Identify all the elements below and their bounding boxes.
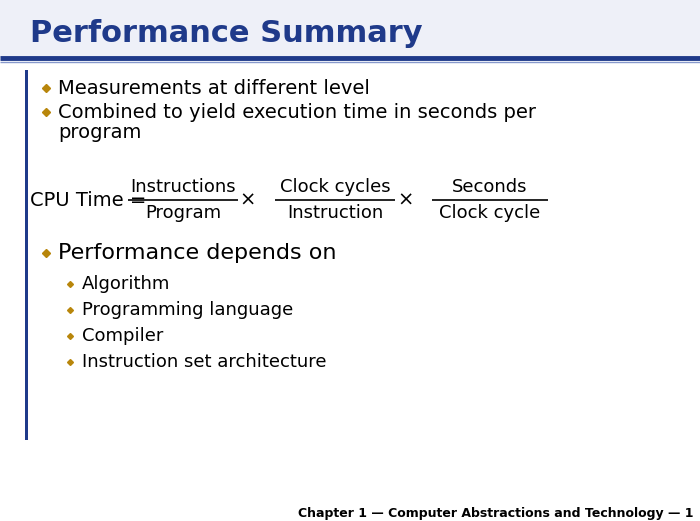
Text: Compiler: Compiler [82, 327, 163, 345]
Text: Performance depends on: Performance depends on [58, 243, 337, 263]
Text: Clock cycles: Clock cycles [280, 178, 391, 196]
Text: Programming language: Programming language [82, 301, 293, 319]
Text: Algorithm: Algorithm [82, 275, 170, 293]
Text: Clock cycle: Clock cycle [440, 204, 540, 222]
Bar [25, 70, 28, 440]
Text: CPU Time =: CPU Time = [30, 191, 153, 209]
Text: Performance Summary: Performance Summary [30, 19, 423, 47]
Text: ×: × [398, 191, 414, 209]
Text: Program: Program [145, 204, 221, 222]
Text: Instruction: Instruction [287, 204, 383, 222]
Text: ×: × [240, 191, 256, 209]
Text: Seconds: Seconds [452, 178, 528, 196]
Text: Combined to yield execution time in seconds per: Combined to yield execution time in seco… [58, 103, 536, 121]
Text: Instruction set architecture: Instruction set architecture [82, 353, 326, 371]
Bar [0, 0, 700, 58]
Text: Chapter 1 — Computer Abstractions and Technology — 1: Chapter 1 — Computer Abstractions and Te… [298, 506, 693, 519]
Text: Instructions: Instructions [130, 178, 236, 196]
Text: program: program [58, 122, 141, 142]
Text: Measurements at different level: Measurements at different level [58, 79, 370, 97]
